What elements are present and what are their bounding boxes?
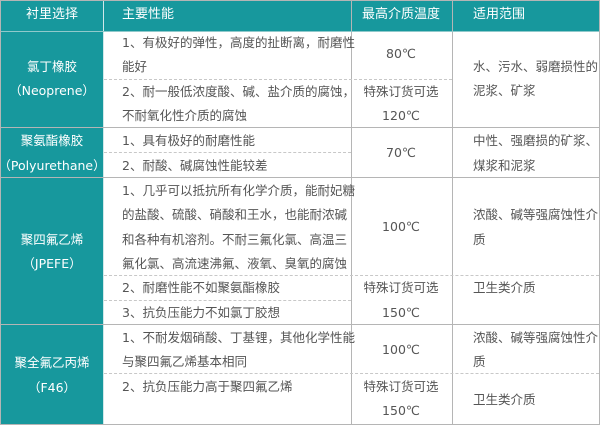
performance-line: 3、抗负压能力不如氯丁胶想 xyxy=(122,305,280,320)
dashed-divider xyxy=(104,152,351,153)
application-line: 煤浆和泥浆 xyxy=(473,158,536,173)
performance-line: 1、几乎可以抵抗所有化学介质，能耐妃糖 xyxy=(122,183,355,198)
max-temp: 80℃ xyxy=(386,46,416,61)
lining-name: 氯丁橡胶 xyxy=(26,59,78,74)
performance-line: 2、耐酸、碱腐蚀性能较差 xyxy=(122,158,268,173)
performance-line: 2、耐磨性能不如聚氨酯橡胶 xyxy=(122,280,280,295)
max-temp-special: 特殊订货可选 xyxy=(363,379,439,394)
divider xyxy=(452,1,453,424)
lining-sub: （F46） xyxy=(27,380,77,395)
divider xyxy=(351,1,352,424)
application-line: 水、污水、弱磨损性的 xyxy=(473,59,599,74)
dashed-divider xyxy=(104,373,599,374)
application-line: 中性、强磨损的矿浆、 xyxy=(473,133,599,148)
application-line: 泥浆、矿浆 xyxy=(473,83,536,98)
lining-column xyxy=(1,31,103,424)
max-temp-special: 特殊订货可选 xyxy=(363,84,439,99)
dashed-divider xyxy=(104,275,599,276)
max-temp: 120℃ xyxy=(382,108,420,123)
divider xyxy=(1,324,599,325)
lining-name: 聚氨酯橡胶 xyxy=(20,133,84,148)
performance-line: 不耐氧化性介质的腐蚀 xyxy=(122,108,248,123)
performance-line: 2、抗负压能力高于聚四氟乙烯 xyxy=(122,379,293,394)
dashed-divider xyxy=(104,300,351,301)
performance-line: 1、有极好的弹性，高度的扯断离，耐磨性 xyxy=(122,35,355,50)
performance-line: 氟化氯、高流速沸氟、液氧、臭氧的腐蚀 xyxy=(122,256,348,271)
performance-line: 和各种有机溶剂。不耐三氟化氯、高温三 xyxy=(122,232,348,247)
performance-line: 的盐酸、硫酸、硝酸和王水，也能耐浓碱 xyxy=(122,207,348,222)
lining-name: 聚四氟乙烯 xyxy=(20,232,84,247)
application-line: 质 xyxy=(473,232,486,247)
max-temp: 100℃ xyxy=(382,219,420,234)
performance-line: 1、具有极好的耐磨性能 xyxy=(122,133,255,148)
divider xyxy=(1,31,599,32)
application-line: 浓酸、碱等强腐蚀性介 xyxy=(473,330,599,345)
performance-line: 2、耐一般低浓度酸、碱、盐介质的腐蚀， xyxy=(122,84,355,99)
divider xyxy=(1,127,599,128)
max-temp: 70℃ xyxy=(386,145,416,160)
divider xyxy=(103,1,104,424)
application-line: 质 xyxy=(473,354,486,369)
application-line: 卫生类介质 xyxy=(473,392,536,407)
header-max-temp: 最高介质温度 xyxy=(361,7,441,22)
header-lining: 衬里选择 xyxy=(25,7,79,22)
header-performance: 主要性能 xyxy=(122,7,175,22)
lining-name: 聚全氟乙丙烯 xyxy=(14,355,90,370)
divider xyxy=(1,177,599,178)
max-temp: 150℃ xyxy=(382,305,420,320)
header-application: 适用范围 xyxy=(473,7,526,22)
performance-line: 与聚四氟乙烯基本相同 xyxy=(122,354,248,369)
performance-line: 1、不耐发烟硝酸、丁基锂，其他化学性能 xyxy=(122,330,355,345)
lining-sub: （Neoprene） xyxy=(9,83,95,98)
lining-sub: （JPEFE） xyxy=(22,256,82,271)
max-temp: 150℃ xyxy=(382,403,420,418)
performance-line: 能好 xyxy=(122,59,148,74)
application-line: 浓酸、碱等强腐蚀性介 xyxy=(473,207,599,222)
max-temp-special: 特殊订货可选 xyxy=(363,280,439,295)
dashed-divider xyxy=(104,79,452,80)
application-line: 卫生类介质 xyxy=(473,280,536,295)
header-row xyxy=(1,1,599,31)
max-temp: 100℃ xyxy=(382,342,420,357)
lining-sub: （Polyurethane） xyxy=(0,158,106,173)
